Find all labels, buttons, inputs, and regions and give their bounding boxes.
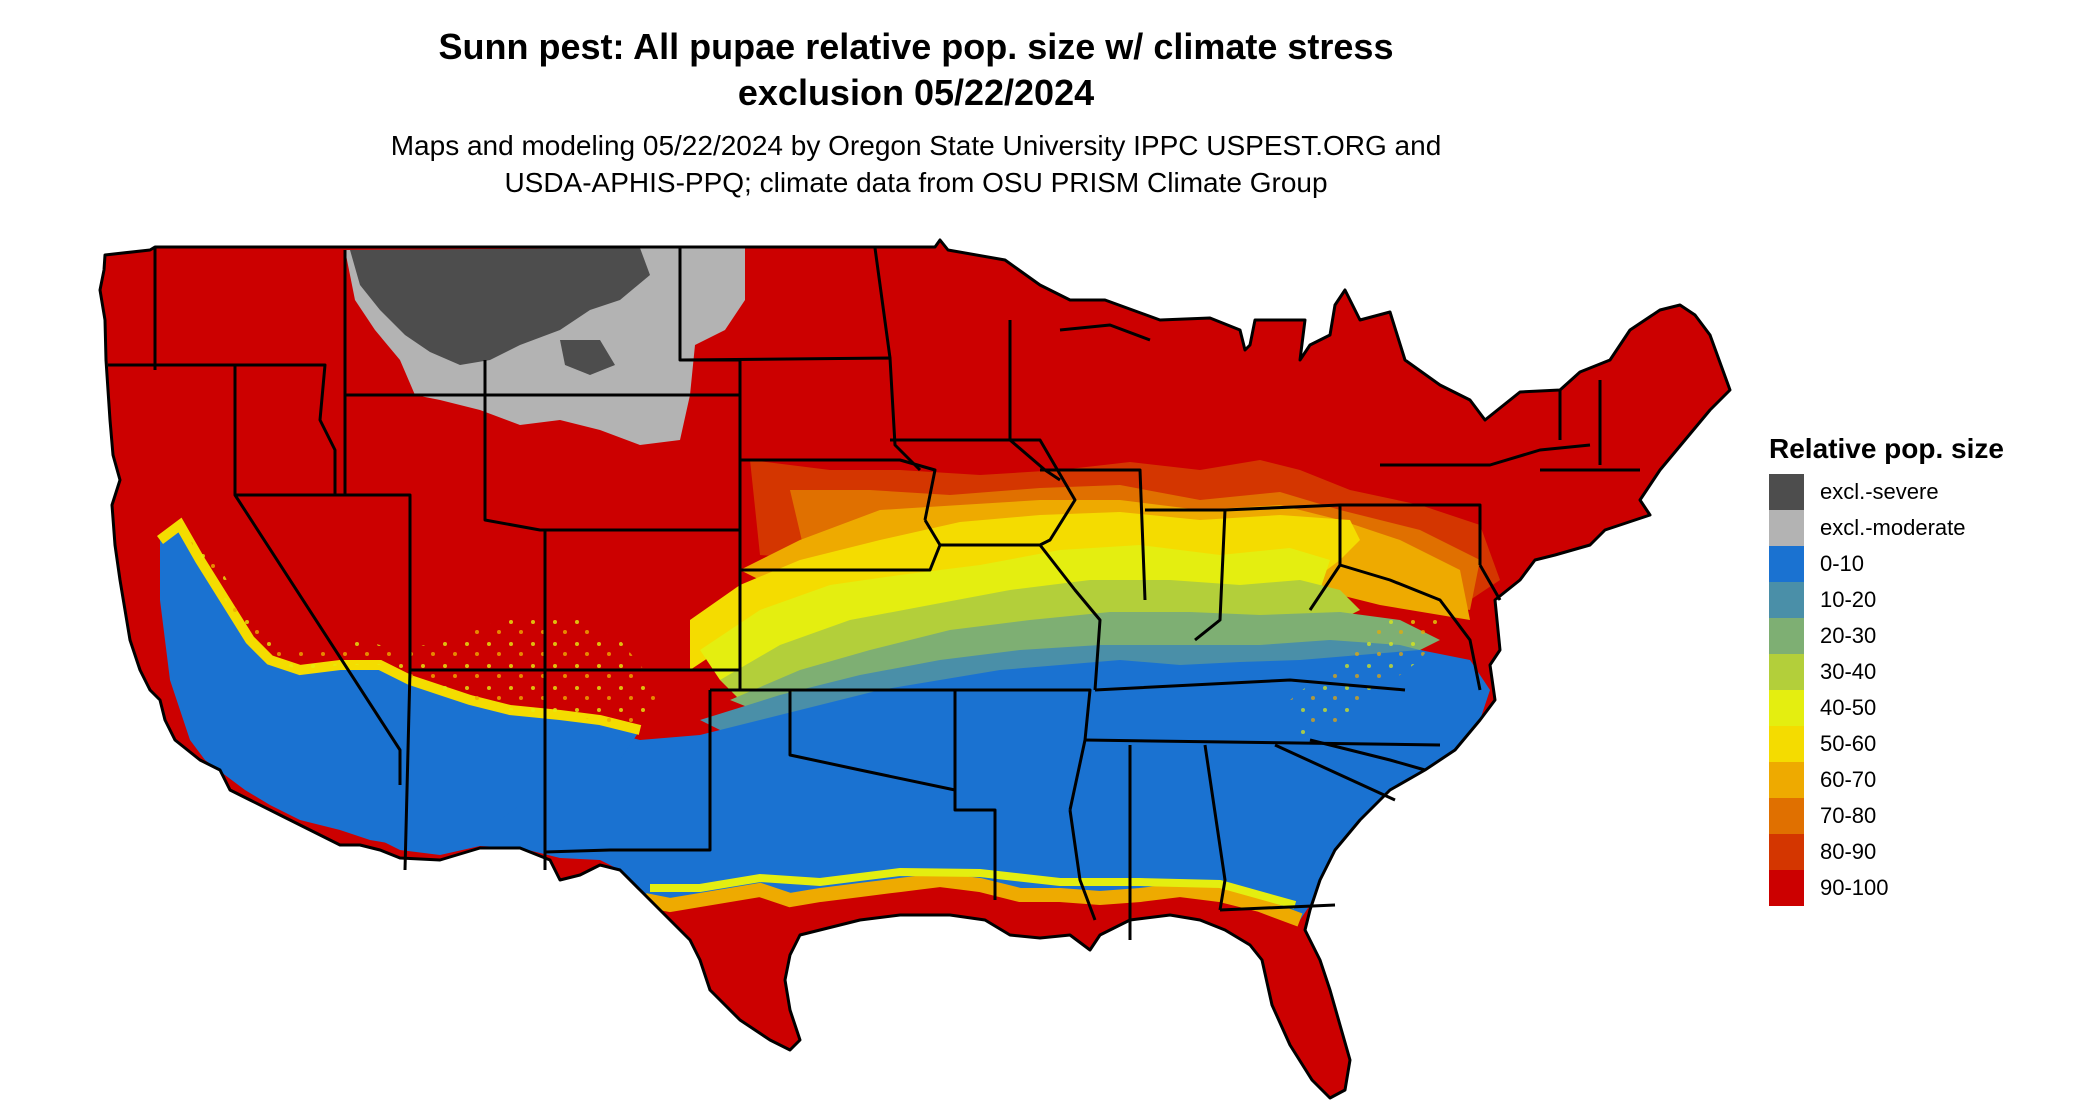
legend-label: excl.-moderate <box>1820 515 1966 540</box>
border-ar <box>955 688 1092 811</box>
zone-texture-appalachian <box>1290 600 1450 740</box>
us-outline <box>98 238 1732 1100</box>
border-sd-ne <box>740 458 937 521</box>
border-ms <box>1068 809 1097 921</box>
border-nv-id <box>233 250 347 497</box>
border-mi-up <box>1059 323 1151 342</box>
border-nc-sc <box>1309 738 1426 772</box>
legend-label: 70-80 <box>1820 803 1877 828</box>
border-ut <box>345 493 412 670</box>
border-ny-pa <box>1380 443 1591 467</box>
legend-swatch <box>1769 582 1804 618</box>
legend-items: excl.-severe excl.-moderate 0-10 10-20 2… <box>1769 474 2069 906</box>
legend-item-30-40: 30-40 <box>1769 654 2069 690</box>
us-map <box>98 238 1732 1100</box>
legend-swatch <box>1769 798 1804 834</box>
legend-label: 60-70 <box>1820 767 1877 792</box>
state-borders <box>98 238 1732 1100</box>
legend-swatch <box>1769 870 1804 906</box>
legend-swatch <box>1769 834 1804 870</box>
legend: Relative pop. size excl.-severe excl.-mo… <box>1769 432 2069 906</box>
legend-label: 40-50 <box>1820 695 1877 720</box>
legend-title: Relative pop. size <box>1769 433 2004 464</box>
map-fill-layer <box>100 240 1730 1098</box>
map-title: Sunn pest: All pupae relative pop. size … <box>0 24 1832 116</box>
legend-label: 80-90 <box>1820 839 1877 864</box>
legend-item-10-20: 10-20 <box>1769 582 2069 618</box>
legend-label: 10-20 <box>1820 587 1877 612</box>
zone-texture <box>180 520 660 730</box>
border-mn-west <box>873 247 892 359</box>
border-mo <box>940 543 1102 691</box>
border-nd-sd <box>679 356 922 472</box>
legend-item-70-80: 70-80 <box>1769 798 2069 834</box>
legend-label: 0-10 <box>1820 551 1865 576</box>
legend-item-excl-severe: excl.-severe <box>1769 474 2069 510</box>
legend-label: 30-40 <box>1820 659 1877 684</box>
map-title-line-1: Sunn pest: All pupae relative pop. size … <box>438 26 1394 67</box>
border-ky-tn <box>1094 678 1406 692</box>
border-il <box>1040 468 1147 601</box>
border-ne-ks <box>740 519 942 572</box>
legend-swatch <box>1769 618 1804 654</box>
border-oh <box>1224 503 1342 611</box>
legend-label: 50-60 <box>1820 731 1877 756</box>
border-ca-nv <box>233 494 402 785</box>
zone-excl-severe <box>350 248 650 365</box>
legend-swatch <box>1769 510 1804 546</box>
border-pa <box>1340 503 1482 565</box>
legend-label: excl.-severe <box>1820 479 1939 504</box>
border-tn-south <box>1084 738 1441 747</box>
zone-60-70-gulf-fringe <box>643 872 1303 927</box>
zone-excl-severe-patch <box>560 340 615 375</box>
map-subtitle-line-2: USDA-APHIS-PPQ; climate data from OSU PR… <box>504 167 1328 198</box>
legend-label: 90-100 <box>1820 875 1889 900</box>
legend-item-90-100: 90-100 <box>1769 870 2069 906</box>
border-ok-tx <box>710 688 956 792</box>
border-ga-sc <box>1274 743 1396 802</box>
legend-item-50-60: 50-60 <box>1769 726 2069 762</box>
border-md <box>1478 564 1502 601</box>
legend-item-80-90: 80-90 <box>1769 834 2069 870</box>
border-mt-wy <box>345 360 487 397</box>
map-subtitle: Maps and modeling 05/22/2024 by Oregon S… <box>0 127 1832 201</box>
border-wv-va <box>1339 563 1482 691</box>
zone-40-50-gulf-fringe <box>650 867 1297 909</box>
border-al-ga <box>1203 744 1227 911</box>
border-or <box>108 363 337 496</box>
legend-swatch <box>1769 762 1804 798</box>
legend-label: 20-30 <box>1820 623 1877 648</box>
legend-swatch <box>1769 690 1804 726</box>
legend-swatch <box>1769 654 1804 690</box>
border-nm-tx <box>544 690 712 854</box>
border-in <box>1145 508 1227 642</box>
legend-swatch <box>1769 474 1804 510</box>
map-subtitle-line-1: Maps and modeling 05/22/2024 by Oregon S… <box>390 130 1442 161</box>
legend-swatch <box>1769 546 1804 582</box>
zone-0-10-west <box>160 525 640 845</box>
legend-item-40-50: 40-50 <box>1769 690 2069 726</box>
border-az-west <box>403 669 412 871</box>
legend-swatch <box>1769 726 1804 762</box>
legend-item-excl-moderate: excl.-moderate <box>1769 510 2069 546</box>
legend-item-60-70: 60-70 <box>1769 762 2069 798</box>
map-title-line-2: exclusion 05/22/2024 <box>737 72 1095 113</box>
legend-item-20-30: 20-30 <box>1769 618 2069 654</box>
border-ia-mo <box>890 438 1077 547</box>
border-fl-north <box>1219 903 1336 912</box>
border-wi <box>1008 320 1061 482</box>
legend-item-0-10: 0-10 <box>1769 546 2069 582</box>
border-ar-la <box>953 690 997 900</box>
